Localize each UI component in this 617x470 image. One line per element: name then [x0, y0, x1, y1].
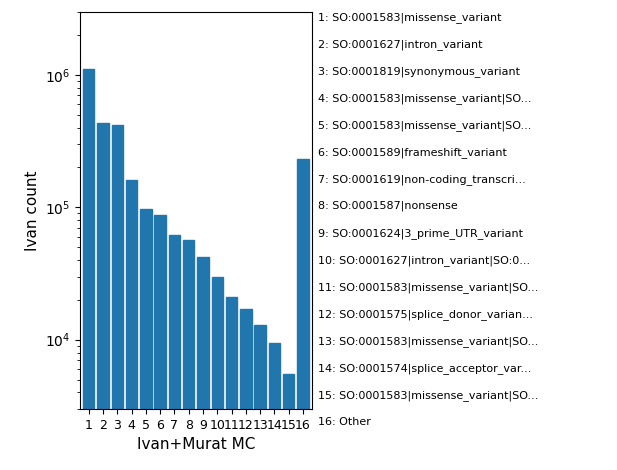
- Text: 7: SO:0001619|non-coding_transcri...: 7: SO:0001619|non-coding_transcri...: [318, 174, 526, 185]
- Text: 15: SO:0001583|missense_variant|SO...: 15: SO:0001583|missense_variant|SO...: [318, 390, 538, 401]
- Text: 13: SO:0001583|missense_variant|SO...: 13: SO:0001583|missense_variant|SO...: [318, 336, 538, 347]
- Text: 8: SO:0001587|nonsense: 8: SO:0001587|nonsense: [318, 201, 457, 212]
- Text: 10: SO:0001627|intron_variant|SO:0...: 10: SO:0001627|intron_variant|SO:0...: [318, 255, 530, 266]
- Text: 4: SO:0001583|missense_variant|SO...: 4: SO:0001583|missense_variant|SO...: [318, 93, 531, 104]
- Bar: [197, 257, 209, 470]
- Bar: [226, 297, 238, 470]
- Text: 3: SO:0001819|synonymous_variant: 3: SO:0001819|synonymous_variant: [318, 66, 520, 77]
- Text: 6: SO:0001589|frameshift_variant: 6: SO:0001589|frameshift_variant: [318, 147, 507, 158]
- Bar: [269, 343, 280, 470]
- Text: 5: SO:0001583|missense_variant|SO...: 5: SO:0001583|missense_variant|SO...: [318, 120, 531, 131]
- Bar: [183, 240, 194, 470]
- Bar: [154, 215, 166, 470]
- Text: 1: SO:0001583|missense_variant: 1: SO:0001583|missense_variant: [318, 12, 501, 23]
- Y-axis label: Ivan count: Ivan count: [25, 170, 39, 251]
- Text: 2: SO:0001627|intron_variant: 2: SO:0001627|intron_variant: [318, 39, 482, 50]
- Bar: [283, 374, 294, 470]
- Text: 16: Other: 16: Other: [318, 417, 371, 427]
- Bar: [97, 124, 109, 470]
- X-axis label: Ivan+Murat MC: Ivan+Murat MC: [137, 437, 255, 452]
- Bar: [212, 276, 223, 470]
- Bar: [254, 325, 266, 470]
- Bar: [169, 235, 180, 470]
- Text: 14: SO:0001574|splice_acceptor_var...: 14: SO:0001574|splice_acceptor_var...: [318, 363, 531, 374]
- Bar: [83, 70, 94, 470]
- Bar: [112, 125, 123, 470]
- Text: 12: SO:0001575|splice_donor_varian...: 12: SO:0001575|splice_donor_varian...: [318, 309, 532, 320]
- Text: 9: SO:0001624|3_prime_UTR_variant: 9: SO:0001624|3_prime_UTR_variant: [318, 228, 523, 239]
- Bar: [140, 209, 152, 470]
- Bar: [126, 180, 138, 470]
- Bar: [297, 159, 308, 470]
- Text: 11: SO:0001583|missense_variant|SO...: 11: SO:0001583|missense_variant|SO...: [318, 282, 538, 293]
- Bar: [240, 309, 252, 470]
